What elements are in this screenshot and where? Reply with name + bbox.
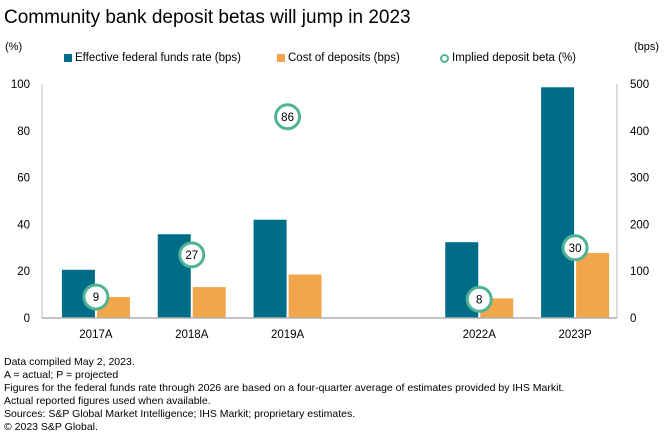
left-tick-label: 40 bbox=[17, 219, 30, 231]
right-tick-label: 200 bbox=[630, 219, 649, 231]
marker-label: 30 bbox=[569, 243, 582, 255]
bar-cost-of-deposits bbox=[288, 274, 322, 318]
footnotes: Data compiled May 2, 2023. A = actual; P… bbox=[4, 356, 564, 434]
left-tick-label: 80 bbox=[17, 126, 30, 138]
legend-swatch-fed-funds bbox=[64, 54, 72, 62]
legend-item-cost-of-deposits: Cost of deposits (bps) bbox=[277, 52, 400, 64]
right-tick-label: 100 bbox=[630, 266, 649, 278]
marker-label: 8 bbox=[476, 294, 482, 306]
legend-circle-icon bbox=[440, 53, 449, 63]
bar-cost-of-deposits bbox=[192, 287, 226, 318]
x-tick-label: 2017A bbox=[79, 329, 113, 341]
right-tick-label: 0 bbox=[630, 313, 636, 325]
footnote-actuals: Actual reported figures used when availa… bbox=[4, 395, 211, 407]
left-tick-label: 100 bbox=[11, 79, 30, 91]
legend-label-cost-of-deposits: Cost of deposits (bps) bbox=[288, 52, 400, 64]
footnote-copyright: © 2023 S&P Global. bbox=[4, 421, 98, 433]
right-tick-label: 500 bbox=[630, 79, 649, 91]
axes-group bbox=[41, 84, 618, 319]
x-tick-label: 2022A bbox=[463, 329, 497, 341]
bar-fed-funds bbox=[253, 219, 287, 318]
marker-deposit-beta bbox=[465, 285, 493, 313]
chart-plot: 9 27 86 8 30 0 20 40 60 80 100 0 100 200 300 400 500 201… bbox=[11, 79, 649, 341]
right-axis-unit: (bps) bbox=[634, 41, 660, 53]
left-tick-label: 20 bbox=[17, 266, 30, 278]
legend-label-deposit-beta: Implied deposit beta (%) bbox=[452, 52, 577, 64]
marker-deposit-beta bbox=[82, 283, 110, 311]
legend-item-fed-funds: Effective federal funds rate (bps) bbox=[64, 52, 241, 64]
left-tick-label: 60 bbox=[17, 173, 30, 185]
legend-item-deposit-beta: Implied deposit beta (%) bbox=[440, 52, 576, 64]
x-tick-label: 2018A bbox=[175, 329, 209, 341]
left-axis-unit: (%) bbox=[5, 41, 23, 53]
marker-label: 86 bbox=[281, 112, 294, 124]
left-tick-label: 0 bbox=[24, 313, 30, 325]
bars-group bbox=[61, 87, 610, 318]
markers-group: 9 27 86 8 30 bbox=[82, 103, 589, 313]
x-tick-label: 2023P bbox=[558, 329, 592, 341]
footnote-legend-key: A = actual; P = projected bbox=[4, 369, 119, 381]
marker-deposit-beta bbox=[274, 103, 302, 131]
bar-fed-funds bbox=[541, 87, 575, 318]
footnote-sources: Sources: S&P Global Market Intelligence;… bbox=[4, 408, 356, 420]
marker-deposit-beta bbox=[561, 234, 589, 262]
legend-swatch-cost-of-deposits bbox=[277, 54, 285, 62]
right-tick-label: 400 bbox=[630, 126, 649, 138]
footnote-methodology: Figures for the federal funds rate throu… bbox=[4, 382, 565, 394]
marker-label: 9 bbox=[93, 292, 99, 304]
x-tick-label: 2019A bbox=[271, 329, 305, 341]
marker-label: 27 bbox=[185, 250, 198, 262]
right-tick-label: 300 bbox=[630, 173, 649, 185]
marker-deposit-beta bbox=[178, 241, 206, 269]
bar-cost-of-deposits bbox=[576, 252, 610, 318]
chart-title: Community bank deposit betas will jump i… bbox=[4, 7, 411, 28]
legend-label-fed-funds: Effective federal funds rate (bps) bbox=[75, 52, 241, 64]
ticks-group: 0 20 40 60 80 100 0 100 200 300 400 500 2017A 2018A 20… bbox=[11, 79, 649, 341]
footnote-date: Data compiled May 2, 2023. bbox=[4, 356, 135, 368]
